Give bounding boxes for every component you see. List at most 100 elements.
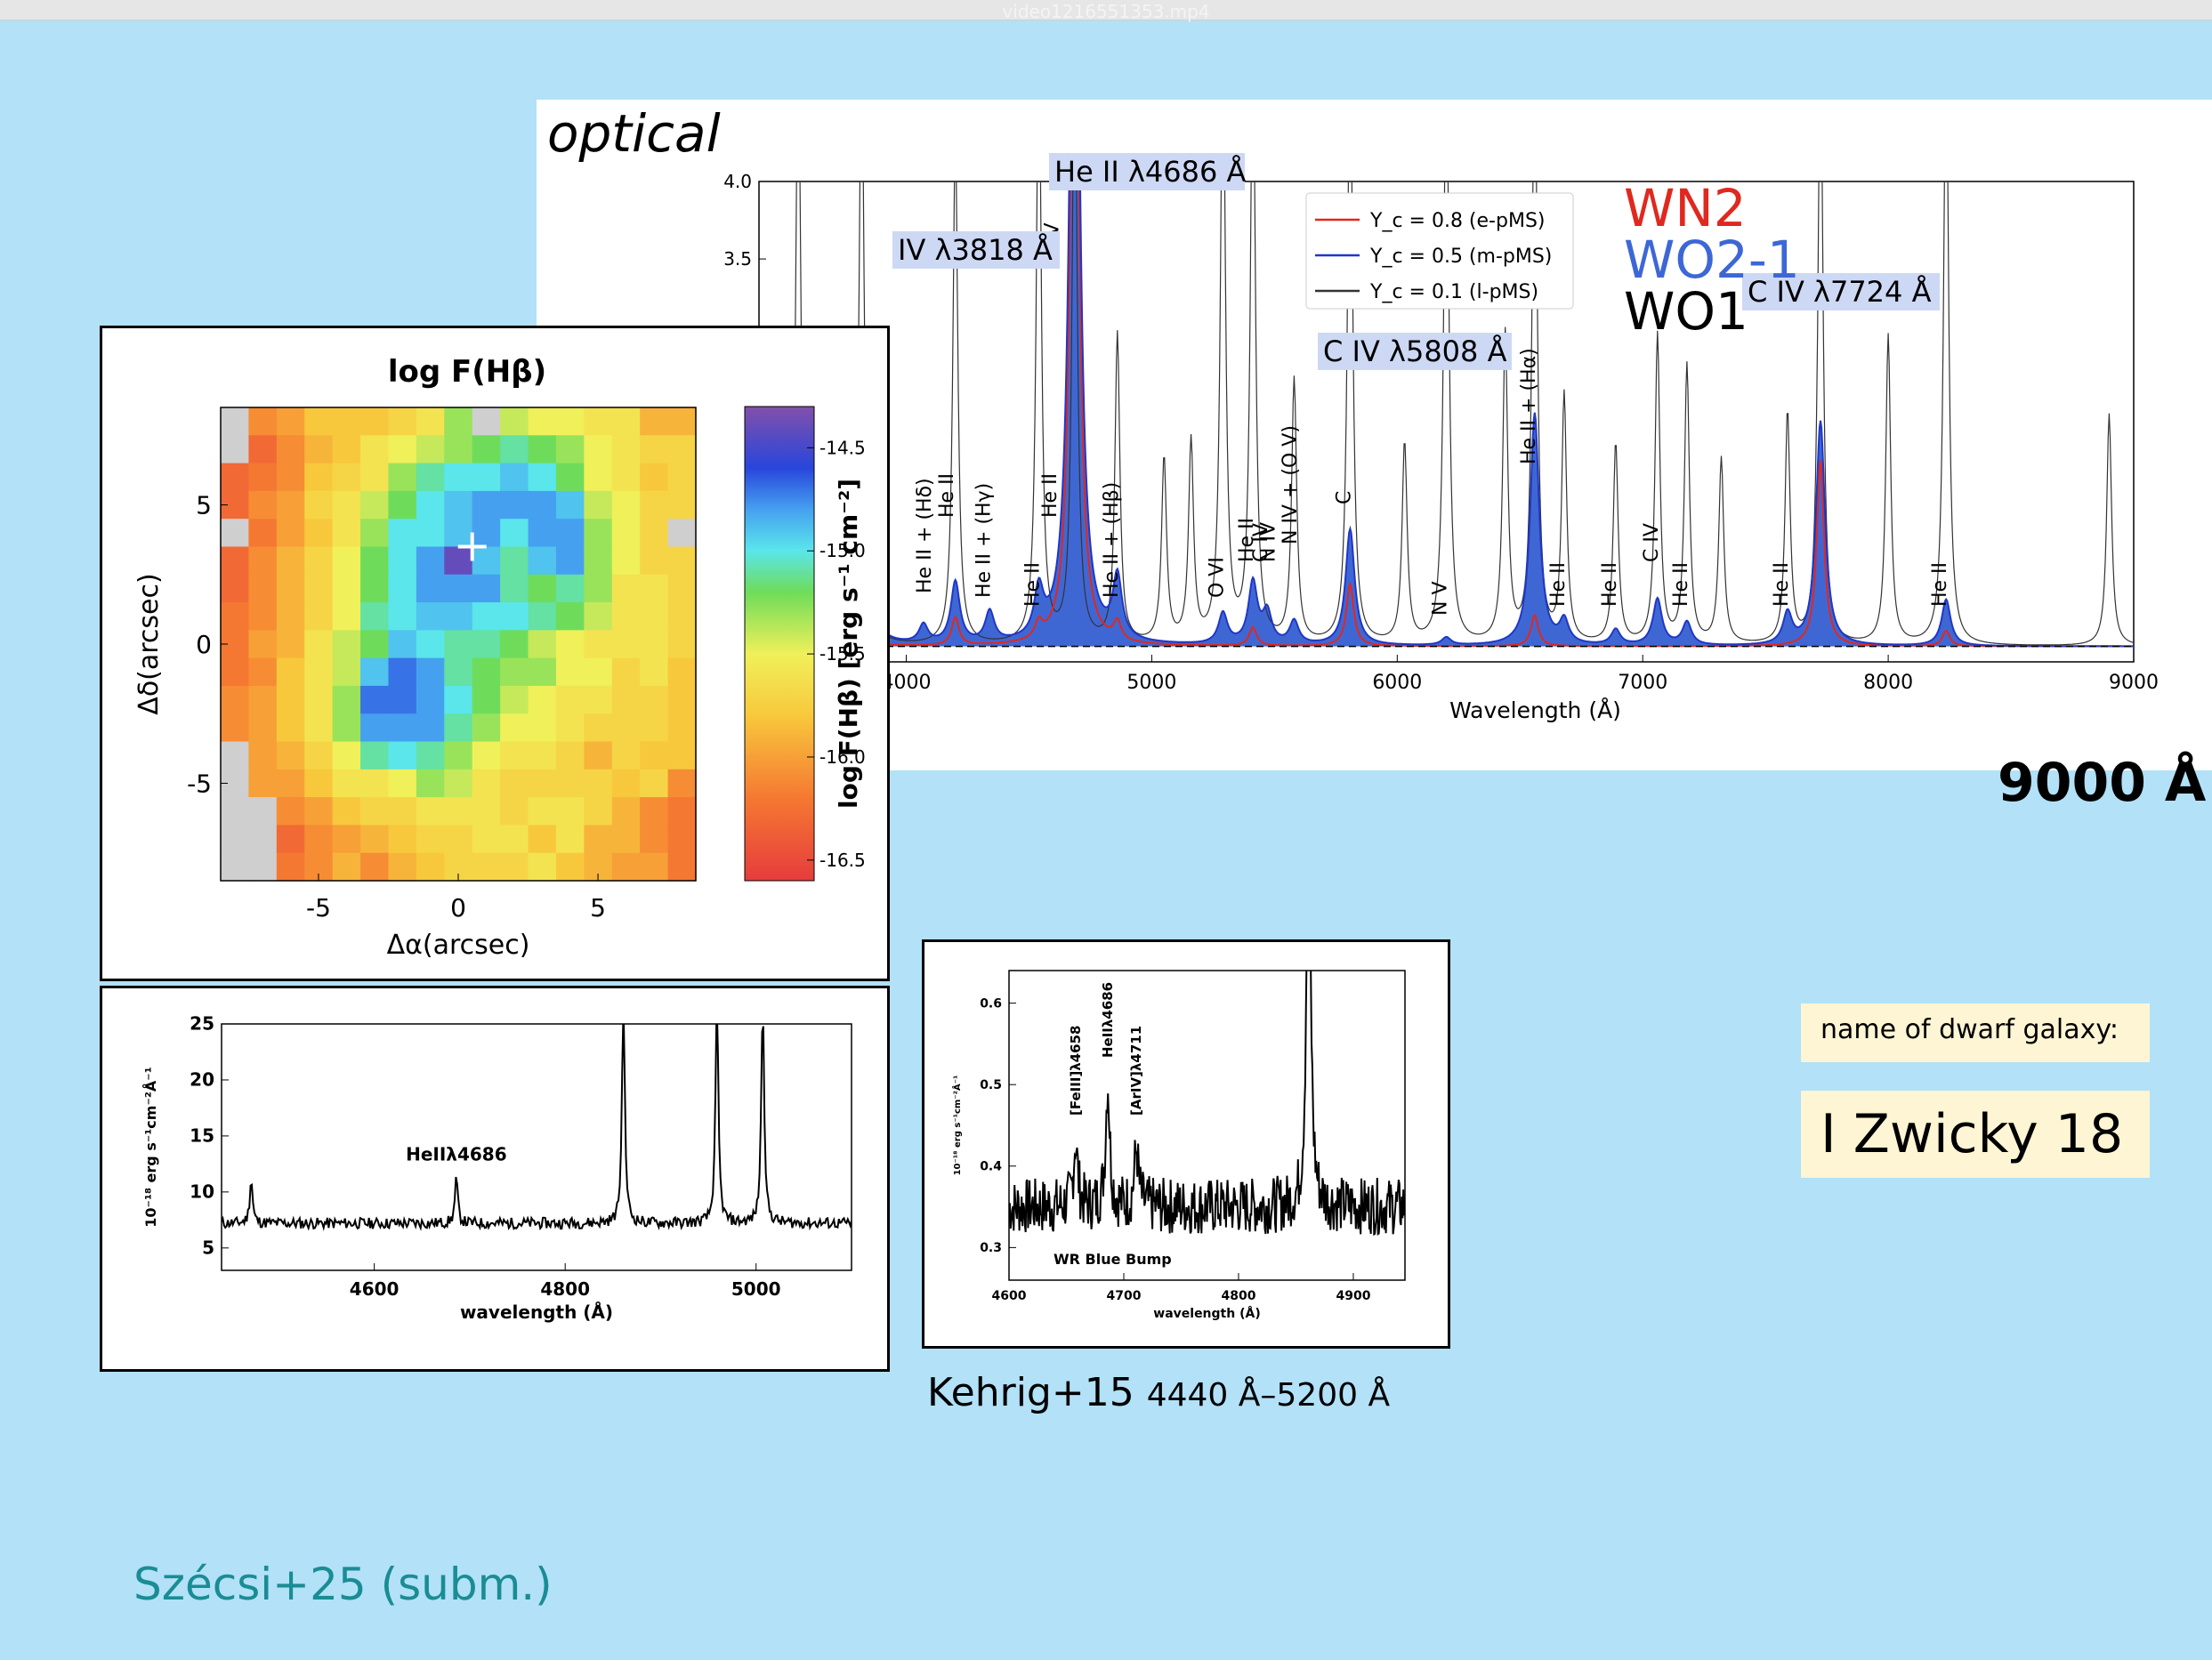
map-pixel xyxy=(500,574,529,603)
window-title: video1216551353.mp4 xyxy=(1002,1,1210,22)
map-pixel xyxy=(388,574,417,603)
map-pixel xyxy=(388,769,417,798)
map-pixel xyxy=(360,685,390,714)
map-pixel xyxy=(500,741,529,770)
map-pixel xyxy=(611,685,641,714)
optical-spectrum-chart: optical 4000 5000 6000 7000 8000 90003.54.0Wa… xyxy=(547,103,2159,723)
map-pixel xyxy=(611,463,641,492)
map-pixel xyxy=(248,463,278,492)
map-pixel xyxy=(248,741,278,770)
map-pixel xyxy=(611,602,641,631)
map-pixel xyxy=(248,490,278,520)
map-pixel xyxy=(667,852,697,882)
map-pixel xyxy=(276,685,305,714)
map-pixel xyxy=(248,769,278,798)
map-pixel xyxy=(360,546,390,576)
map-pixel xyxy=(667,602,697,631)
map-pixel xyxy=(332,797,361,826)
map-pixel xyxy=(276,797,305,826)
map-pixel xyxy=(444,825,473,854)
map-pixel xyxy=(248,519,278,548)
bump-svg-xtick-label: 4700 xyxy=(1107,1289,1142,1303)
map-pixel xyxy=(332,852,361,882)
map-pixel xyxy=(304,630,334,659)
optical-xlabel: Wavelength (Å) xyxy=(1449,697,1621,723)
map-pixel xyxy=(444,490,473,520)
map-pixel xyxy=(444,657,473,687)
map-pixel xyxy=(360,797,390,826)
map-pixel xyxy=(472,657,501,687)
map-pixel xyxy=(360,435,390,464)
wr-type-labels: WN2 WO2-1 WO1 xyxy=(1624,182,1800,337)
map-pixel xyxy=(388,435,417,464)
map-pixel xyxy=(221,463,250,492)
map-pixel xyxy=(555,630,585,659)
hbeta-map-chart: log F(Hβ) -5 0 5 -5 0 5 Δα(arcsec) Δδ(arcsec) -14… xyxy=(133,354,866,961)
map-pixel xyxy=(276,546,305,576)
map-pixel xyxy=(667,741,697,770)
map-pixel xyxy=(360,741,390,770)
map-pixel xyxy=(500,657,529,687)
map-pixel xyxy=(332,602,361,631)
kehrig-credit: Kehrig+15 4440 Å–5200 Å xyxy=(927,1370,1390,1415)
map-pixel xyxy=(221,574,250,603)
optical-line-id: He II xyxy=(1670,562,1692,607)
map-pixel xyxy=(528,685,557,714)
map-pixel xyxy=(221,407,250,436)
map-pixel xyxy=(611,435,641,464)
optical-line-id: He II + (Hδ) xyxy=(914,478,936,593)
map-pixel xyxy=(248,685,278,714)
map-pixel xyxy=(611,741,641,770)
map-pixel xyxy=(472,741,501,770)
map-pixel xyxy=(416,630,445,659)
map-pixel xyxy=(276,852,305,882)
wr-type-wo1: WO1 xyxy=(1624,281,1748,342)
map-pixel xyxy=(640,685,669,714)
map-cbar-tick-label: -16.0 xyxy=(819,746,866,768)
lower-svg-ytick-label: 15 xyxy=(190,1125,214,1147)
map-pixel xyxy=(472,435,501,464)
map-pixel xyxy=(611,546,641,576)
map-pixel xyxy=(360,713,390,743)
map-pixel xyxy=(276,657,305,687)
map-pixel xyxy=(584,574,613,603)
map-pixel xyxy=(555,519,585,548)
optical-line-id: N V xyxy=(1430,582,1452,616)
map-pixel xyxy=(472,825,501,854)
map-pixel xyxy=(584,407,613,436)
map-colorbar-label: log F(Hβ) [erg s⁻¹ cm⁻²] xyxy=(834,479,863,809)
bump-annotation: HeIIλ4686 xyxy=(1100,982,1116,1058)
main-credit: Szécsi+25 (subm.) xyxy=(133,1559,553,1610)
map-ytick-label: -5 xyxy=(187,769,212,798)
map-pixel xyxy=(500,852,529,882)
map-pixel xyxy=(472,797,501,826)
map-pixel xyxy=(528,574,557,603)
bump-svg-xlabel: wavelength (Å) xyxy=(1153,1306,1260,1321)
map-pixel xyxy=(584,490,613,520)
optical-series-blue xyxy=(759,181,2134,648)
map-pixel xyxy=(500,602,529,631)
map-pixel xyxy=(332,769,361,798)
optical-line-id: C IV xyxy=(1641,523,1663,562)
map-pixel xyxy=(332,519,361,548)
kehrig-credit-name: Kehrig+15 xyxy=(927,1370,1134,1415)
map-pixel xyxy=(444,546,473,576)
map-pixel xyxy=(667,519,697,548)
lower-svg-ytick-label: 25 xyxy=(190,1013,214,1035)
map-pixel xyxy=(444,741,473,770)
map-pixel xyxy=(360,407,390,436)
map-pixel xyxy=(248,546,278,576)
map-pixel xyxy=(388,630,417,659)
map-pixel xyxy=(416,574,445,603)
lower-svg-ytick-label: 20 xyxy=(190,1069,214,1091)
map-pixel xyxy=(584,602,613,631)
map-pixel xyxy=(276,630,305,659)
map-pixel xyxy=(444,797,473,826)
map-pixel xyxy=(640,546,669,576)
map-pixel xyxy=(555,490,585,520)
map-pixel xyxy=(444,769,473,798)
kehrig-range: 4440 Å–5200 Å xyxy=(1146,1377,1391,1414)
map-pixel xyxy=(611,519,641,548)
map-pixel xyxy=(388,797,417,826)
bump-svg-ytick-label: 0.3 xyxy=(980,1241,1002,1255)
